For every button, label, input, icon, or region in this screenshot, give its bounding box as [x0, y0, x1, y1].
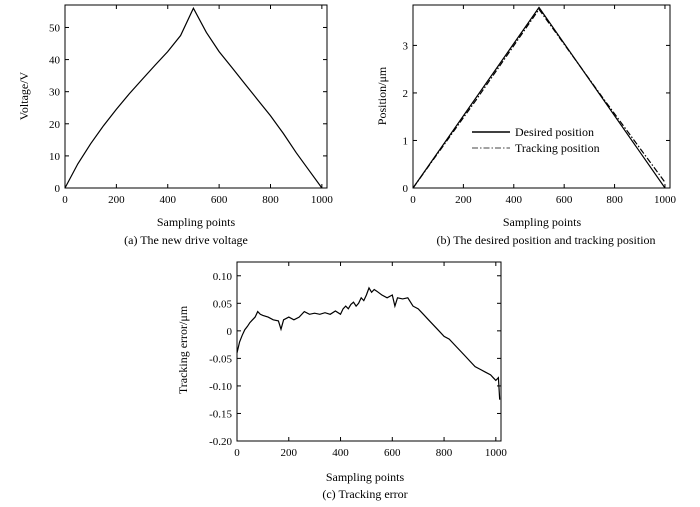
x-ticks-tracking-error: 0 200 400 600 800 1000: [234, 262, 507, 459]
caption-panel-c: (c) Tracking error: [322, 487, 407, 501]
x-tick-label-voltage-5: 1000: [311, 194, 334, 206]
caption-panel-a: (a) The new drive voltage: [124, 233, 248, 247]
x-tick-label-position-0: 0: [410, 194, 416, 206]
legend-label-desired: Desired position: [515, 125, 594, 139]
x-ticks-voltage: 0 200 400 600 800 1000: [62, 5, 333, 206]
y-tick-label-voltage-5: 50: [49, 22, 61, 34]
x-tick-label-tracking-error-4: 800: [436, 447, 453, 459]
series-tracking-error: [236, 286, 501, 400]
x-tick-label-tracking-error-1: 200: [281, 447, 298, 459]
y-tick-label-tracking-error-6: 0.10: [213, 271, 233, 283]
series-line-tracking-error-0: [236, 286, 501, 400]
y-tick-label-tracking-error-0: -0.20: [209, 436, 232, 448]
y-tick-label-tracking-error-4: 0: [227, 326, 233, 338]
plot-area-voltage: [64, 4, 328, 189]
panel-position: 0 200 400 600 800 1000 0 1 2 3 Desired position …: [375, 4, 676, 247]
x-tick-label-position-2: 400: [506, 194, 523, 206]
y-tick-label-voltage-1: 10: [49, 151, 61, 163]
x-axis-label-voltage: Sampling points: [157, 215, 236, 229]
y-tick-label-voltage-2: 20: [49, 119, 61, 131]
x-tick-label-tracking-error-5: 1000: [485, 447, 508, 459]
series-position: [412, 6, 666, 189]
x-tick-label-voltage-1: 200: [108, 194, 125, 206]
x-axis-label-tracking-error: Sampling points: [326, 470, 405, 484]
x-tick-label-voltage-4: 800: [262, 194, 279, 206]
series-line-voltage-0: [64, 6, 323, 189]
legend: Desired position Tracking position: [472, 125, 600, 155]
y-tick-label-voltage-0: 0: [55, 183, 61, 195]
caption-panel-b: (b) The desired position and tracking po…: [436, 233, 655, 247]
y-tick-label-position-1: 1: [403, 135, 409, 147]
x-tick-label-tracking-error-2: 400: [332, 447, 349, 459]
x-tick-label-position-4: 800: [606, 194, 623, 206]
panel-voltage: 0 200 400 600 800 1000 0 10 20 30 40 50 Sampling p…: [17, 4, 333, 247]
series-line-position-0: [412, 6, 666, 189]
panel-tracking-error: 0 200 400 600 800 1000 -0.20-0.15-0.10-0.0500…: [176, 261, 507, 501]
y-axis-label-position: Position/μm: [375, 66, 389, 125]
y-tick-label-position-0: 0: [403, 183, 409, 195]
x-tick-label-voltage-2: 400: [159, 194, 176, 206]
series-line-position-1: [412, 8, 666, 189]
legend-label-tracking: Tracking position: [515, 141, 600, 155]
x-tick-label-voltage-0: 0: [62, 194, 68, 206]
x-tick-label-tracking-error-0: 0: [234, 447, 240, 459]
y-tick-label-voltage-3: 30: [49, 87, 61, 99]
x-tick-label-position-1: 200: [455, 194, 472, 206]
y-tick-label-voltage-4: 40: [49, 55, 61, 67]
x-ticks-position: 0 200 400 600 800 1000: [410, 5, 676, 206]
y-axis-label-voltage: Voltage/V: [17, 71, 31, 120]
series-voltage: [64, 6, 323, 189]
y-ticks-tracking-error: -0.20 -0.15 -0.10 -0.05 0 0.05 0.10: [209, 271, 501, 448]
y-tick-label-tracking-error-1: -0.15: [209, 408, 232, 420]
y-tick-label-position-2: 2: [403, 88, 409, 100]
y-axis-label-tracking-error: Tracking error/μm: [176, 305, 190, 394]
x-tick-label-position-3: 600: [556, 194, 573, 206]
y-tick-label-tracking-error-2: -0.10: [209, 381, 232, 393]
x-tick-label-tracking-error-3: 600: [384, 447, 401, 459]
y-tick-label-position-3: 3: [403, 40, 409, 52]
y-ticks-voltage: 0 10 20 30 40 50: [49, 22, 327, 195]
plot-area-position: [412, 4, 671, 189]
y-tick-label-tracking-error-3: -0.05: [209, 353, 232, 365]
x-tick-label-position-5: 1000: [654, 194, 677, 206]
y-tick-label-tracking-error-5: 0.05: [213, 298, 233, 310]
y-ticks-position: 0 1 2 3: [403, 40, 670, 195]
x-tick-label-voltage-3: 600: [211, 194, 228, 206]
x-axis-label-position: Sampling points: [503, 215, 582, 229]
